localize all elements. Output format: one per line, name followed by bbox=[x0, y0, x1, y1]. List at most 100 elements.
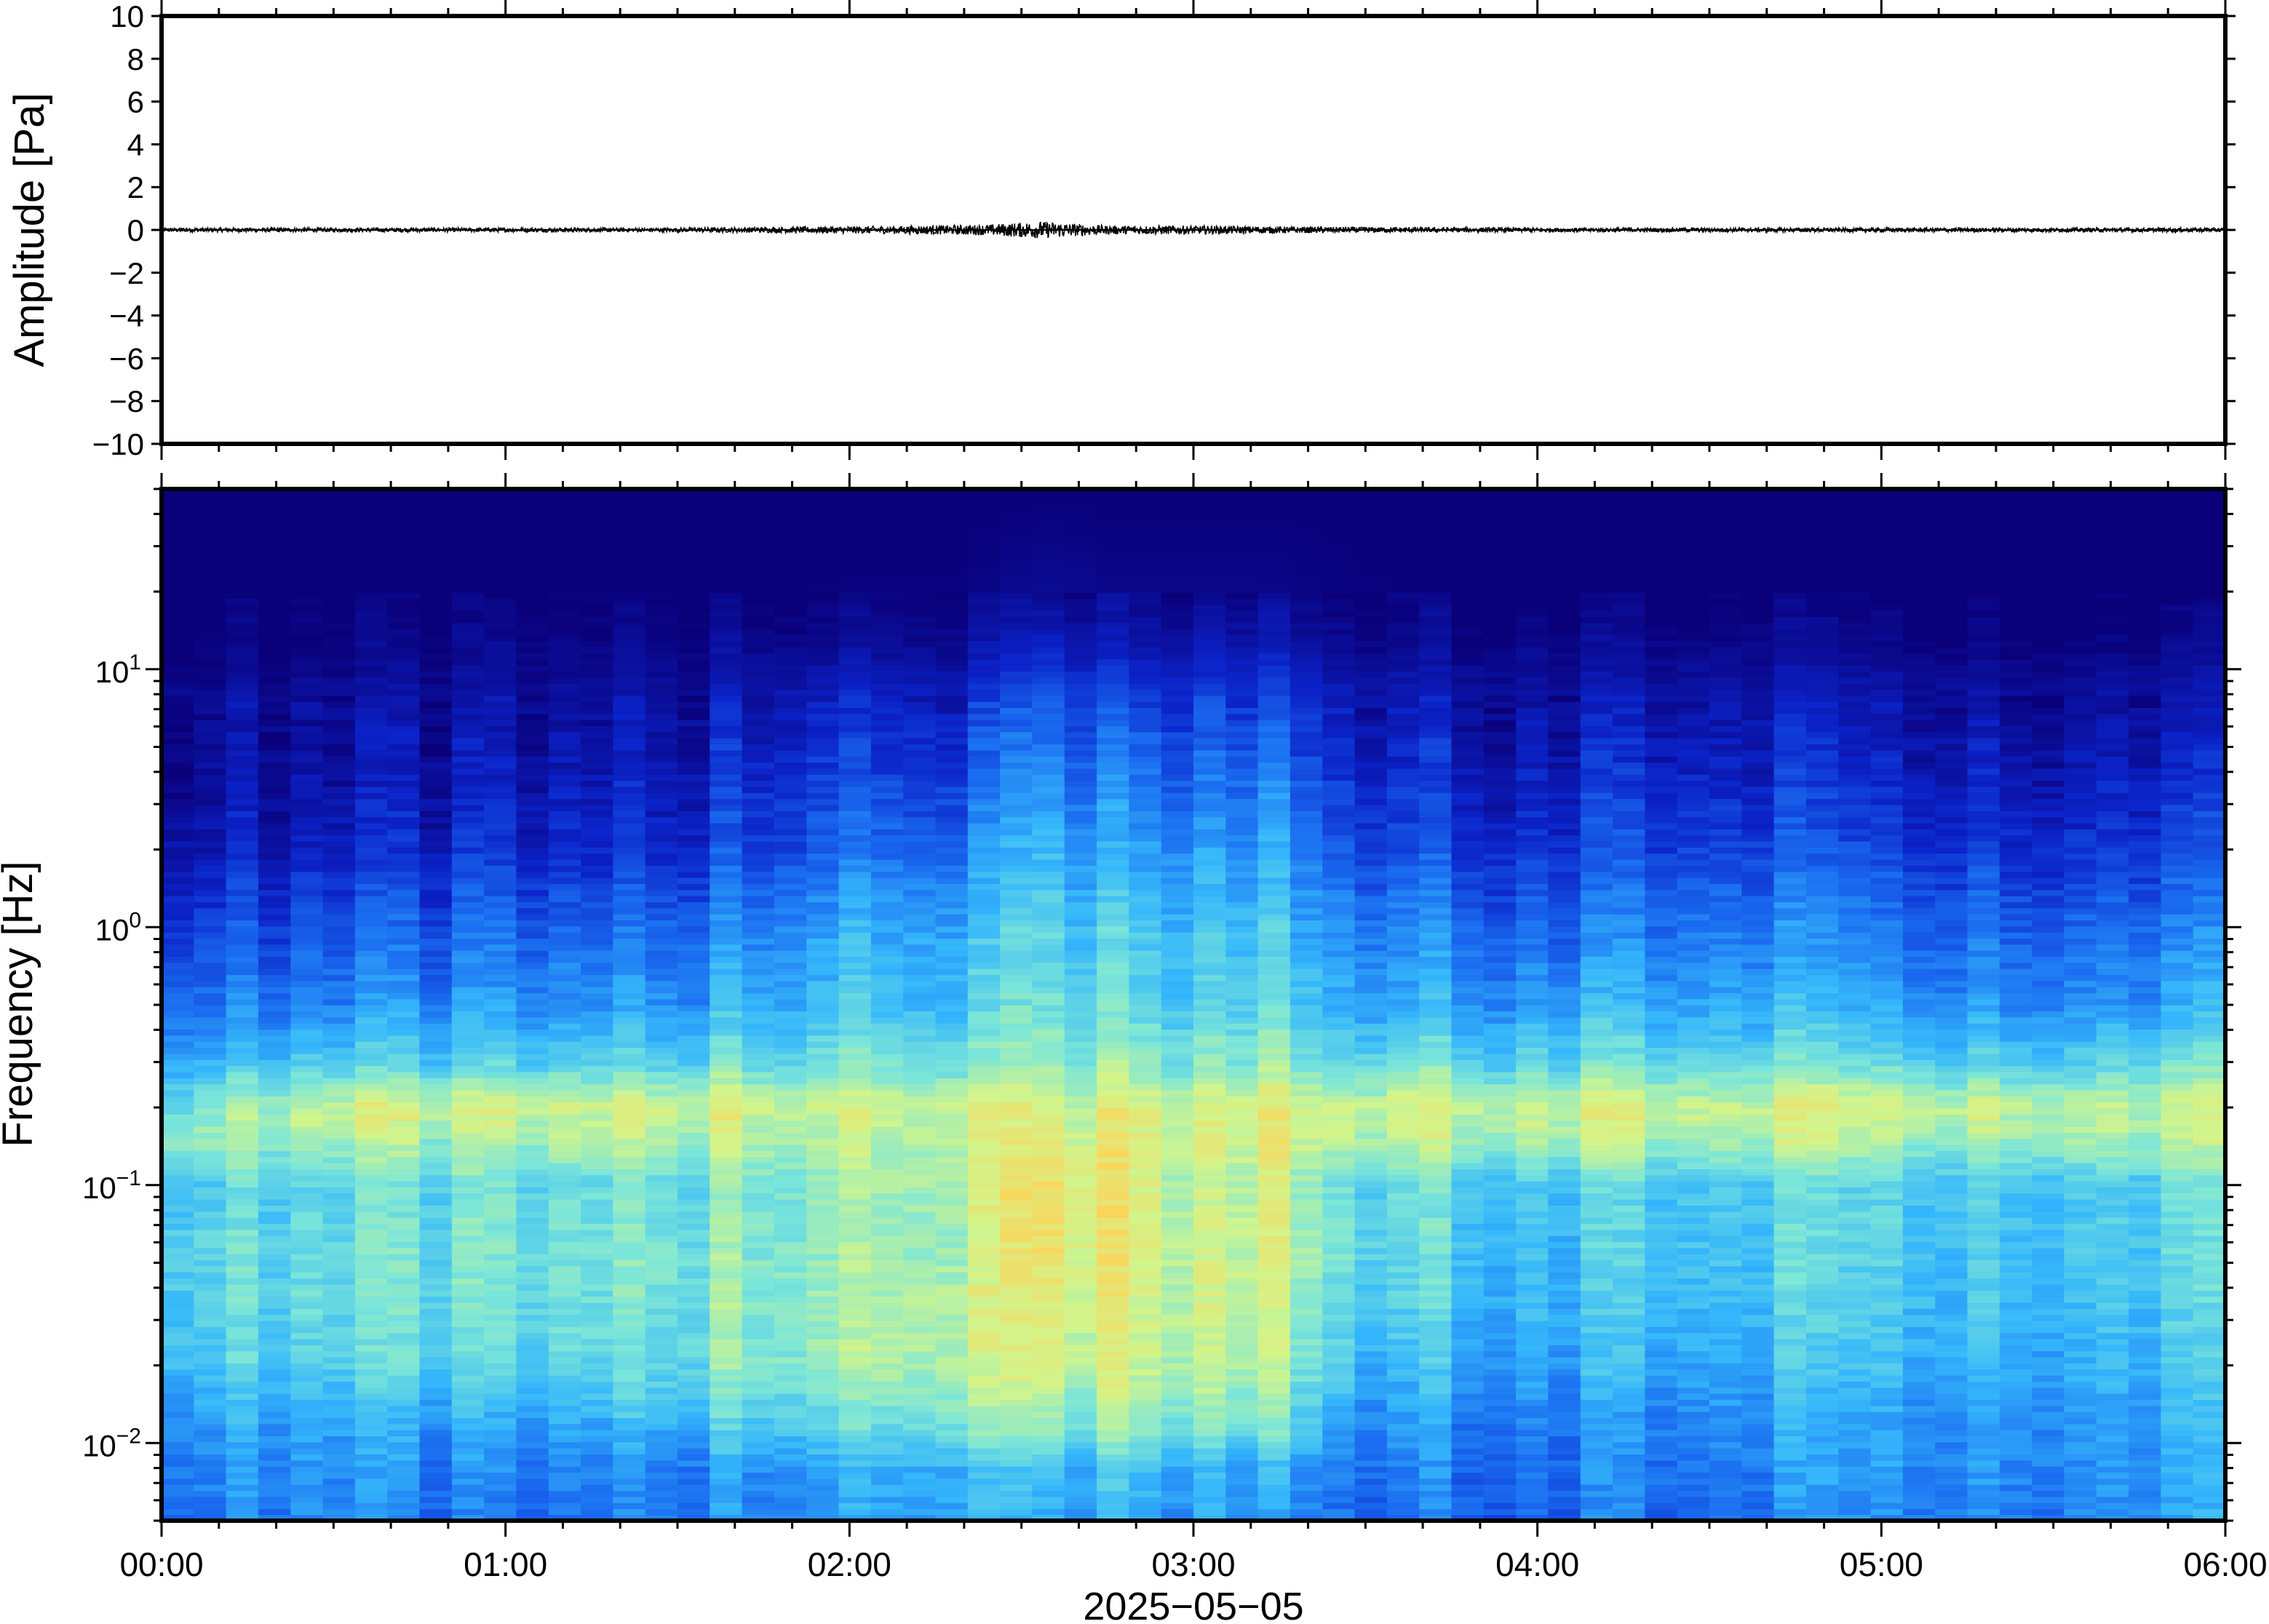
spectrogram-cell bbox=[903, 1089, 937, 1096]
spectrogram-cell bbox=[290, 628, 324, 635]
spectrogram-cell bbox=[838, 1023, 872, 1030]
spectrogram-cell bbox=[935, 798, 969, 805]
spectrogram-cell bbox=[613, 987, 646, 994]
spectrogram-cell bbox=[258, 610, 291, 617]
spectrogram-cell bbox=[1032, 507, 1065, 514]
spectrogram-cell bbox=[935, 1041, 969, 1048]
spectrogram-cell bbox=[419, 1369, 453, 1376]
spectrogram-cell bbox=[645, 1356, 678, 1364]
spectrogram-cell bbox=[645, 829, 678, 836]
spectrogram-cell bbox=[645, 1102, 678, 1109]
spectrogram-cell bbox=[258, 1187, 291, 1194]
spectrogram-cell bbox=[613, 1047, 646, 1054]
spectrogram-cell bbox=[645, 816, 678, 824]
spectrogram-cell bbox=[387, 1308, 421, 1315]
spectrogram-cell bbox=[484, 1502, 517, 1510]
spectrogram-cell bbox=[194, 1465, 227, 1473]
spectrogram-cell bbox=[774, 507, 807, 514]
spectrogram-cell bbox=[419, 1441, 453, 1449]
spectrogram-cell bbox=[613, 822, 646, 829]
spectrogram-cell bbox=[870, 889, 904, 896]
spectrogram-cell bbox=[677, 1296, 711, 1303]
spectrogram-cell bbox=[1000, 622, 1033, 629]
spectrogram-cell bbox=[677, 1107, 711, 1115]
spectrogram-cell bbox=[581, 744, 614, 751]
spectrogram-cell bbox=[194, 664, 227, 672]
spectrogram-cell bbox=[935, 1107, 969, 1115]
spectrogram-cell bbox=[194, 1308, 227, 1315]
spectrogram-cell bbox=[548, 865, 581, 872]
spectrogram-cell bbox=[870, 1502, 904, 1510]
spectrogram-cell bbox=[838, 1150, 872, 1158]
spectrogram-cell bbox=[581, 1083, 614, 1091]
spectrogram-cell bbox=[451, 1454, 485, 1461]
spectrogram-cell bbox=[1064, 895, 1097, 902]
spectrogram-cell bbox=[516, 1326, 549, 1334]
spectrogram-cell bbox=[581, 1460, 614, 1467]
spectrogram-cell bbox=[354, 489, 388, 496]
spectrogram-cell bbox=[742, 731, 775, 739]
spectrogram-cell bbox=[710, 628, 743, 635]
spectrogram-cell bbox=[742, 1278, 775, 1285]
spectrogram-cell bbox=[581, 586, 614, 593]
spectrogram-cell bbox=[419, 695, 453, 702]
spectrogram-cell bbox=[903, 501, 937, 508]
spectrogram-cell bbox=[581, 871, 614, 878]
spectrogram-cell bbox=[903, 1138, 937, 1145]
spectrogram-cell bbox=[1032, 489, 1065, 496]
spectrogram-cell bbox=[1064, 920, 1097, 927]
spectrogram-cell bbox=[258, 889, 291, 896]
spectrogram-cell bbox=[548, 1363, 581, 1370]
spectrogram-cell bbox=[290, 962, 324, 969]
spectrogram-cell bbox=[354, 1235, 388, 1243]
spectrogram-cell bbox=[258, 1029, 291, 1036]
spectrogram-cell bbox=[806, 792, 840, 800]
spectrogram-cell bbox=[258, 549, 291, 557]
spectrogram-cell bbox=[548, 646, 581, 653]
spectrogram-cell bbox=[419, 513, 453, 520]
spectrogram-cell bbox=[387, 689, 421, 696]
spectrogram-cell bbox=[806, 913, 840, 920]
spectrogram-cell bbox=[838, 1089, 872, 1096]
spectrogram-cell bbox=[226, 1460, 259, 1467]
spectrogram-cell bbox=[548, 768, 581, 775]
spectrogram-cell bbox=[967, 865, 1001, 872]
spectrogram-cell bbox=[451, 616, 485, 624]
spectrogram-cell bbox=[967, 1223, 1001, 1230]
spectrogram-cell bbox=[774, 1290, 807, 1297]
spectrogram-cell bbox=[226, 1514, 259, 1521]
spectrogram-cell bbox=[354, 968, 388, 976]
spectrogram-cell bbox=[870, 1283, 904, 1291]
spectrogram-cell bbox=[226, 682, 259, 690]
spectrogram-cell bbox=[322, 1180, 356, 1187]
spectrogram-cell bbox=[1000, 671, 1033, 678]
spectrogram-cell bbox=[290, 1436, 324, 1443]
spectrogram-cell bbox=[677, 586, 711, 593]
spectrogram-cell bbox=[645, 1405, 678, 1412]
spectrogram-cell bbox=[742, 931, 775, 939]
spectrogram-cell bbox=[484, 1490, 517, 1497]
spectrogram-cell bbox=[322, 1217, 356, 1224]
spectrogram-cell bbox=[162, 664, 195, 672]
spectrogram-cell bbox=[548, 1241, 581, 1249]
spectrogram-cell bbox=[806, 938, 840, 945]
spectrogram-cell bbox=[710, 544, 743, 551]
spectrogram-cell bbox=[290, 1053, 324, 1060]
spectrogram-cell bbox=[967, 1023, 1001, 1030]
spectrogram-cell bbox=[742, 713, 775, 720]
spectrogram-cell bbox=[838, 950, 872, 957]
spectrogram-cell bbox=[484, 1187, 517, 1194]
spectrogram-cell bbox=[581, 998, 614, 1006]
spectrogram-cell bbox=[967, 677, 1001, 684]
spectrogram-cell bbox=[419, 1065, 453, 1072]
spectrogram-cell bbox=[903, 549, 937, 557]
spectrogram-cell bbox=[806, 816, 840, 824]
spectrogram-cell bbox=[290, 1035, 324, 1042]
spectrogram-cell bbox=[967, 835, 1001, 842]
spectrogram-cell bbox=[710, 1296, 743, 1303]
spectrogram-cell bbox=[354, 1350, 388, 1358]
spectrogram-cell bbox=[742, 1259, 775, 1267]
spectrogram-cell bbox=[935, 695, 969, 702]
spectrogram-cell bbox=[903, 1308, 937, 1315]
spectrogram-cell bbox=[806, 658, 840, 666]
